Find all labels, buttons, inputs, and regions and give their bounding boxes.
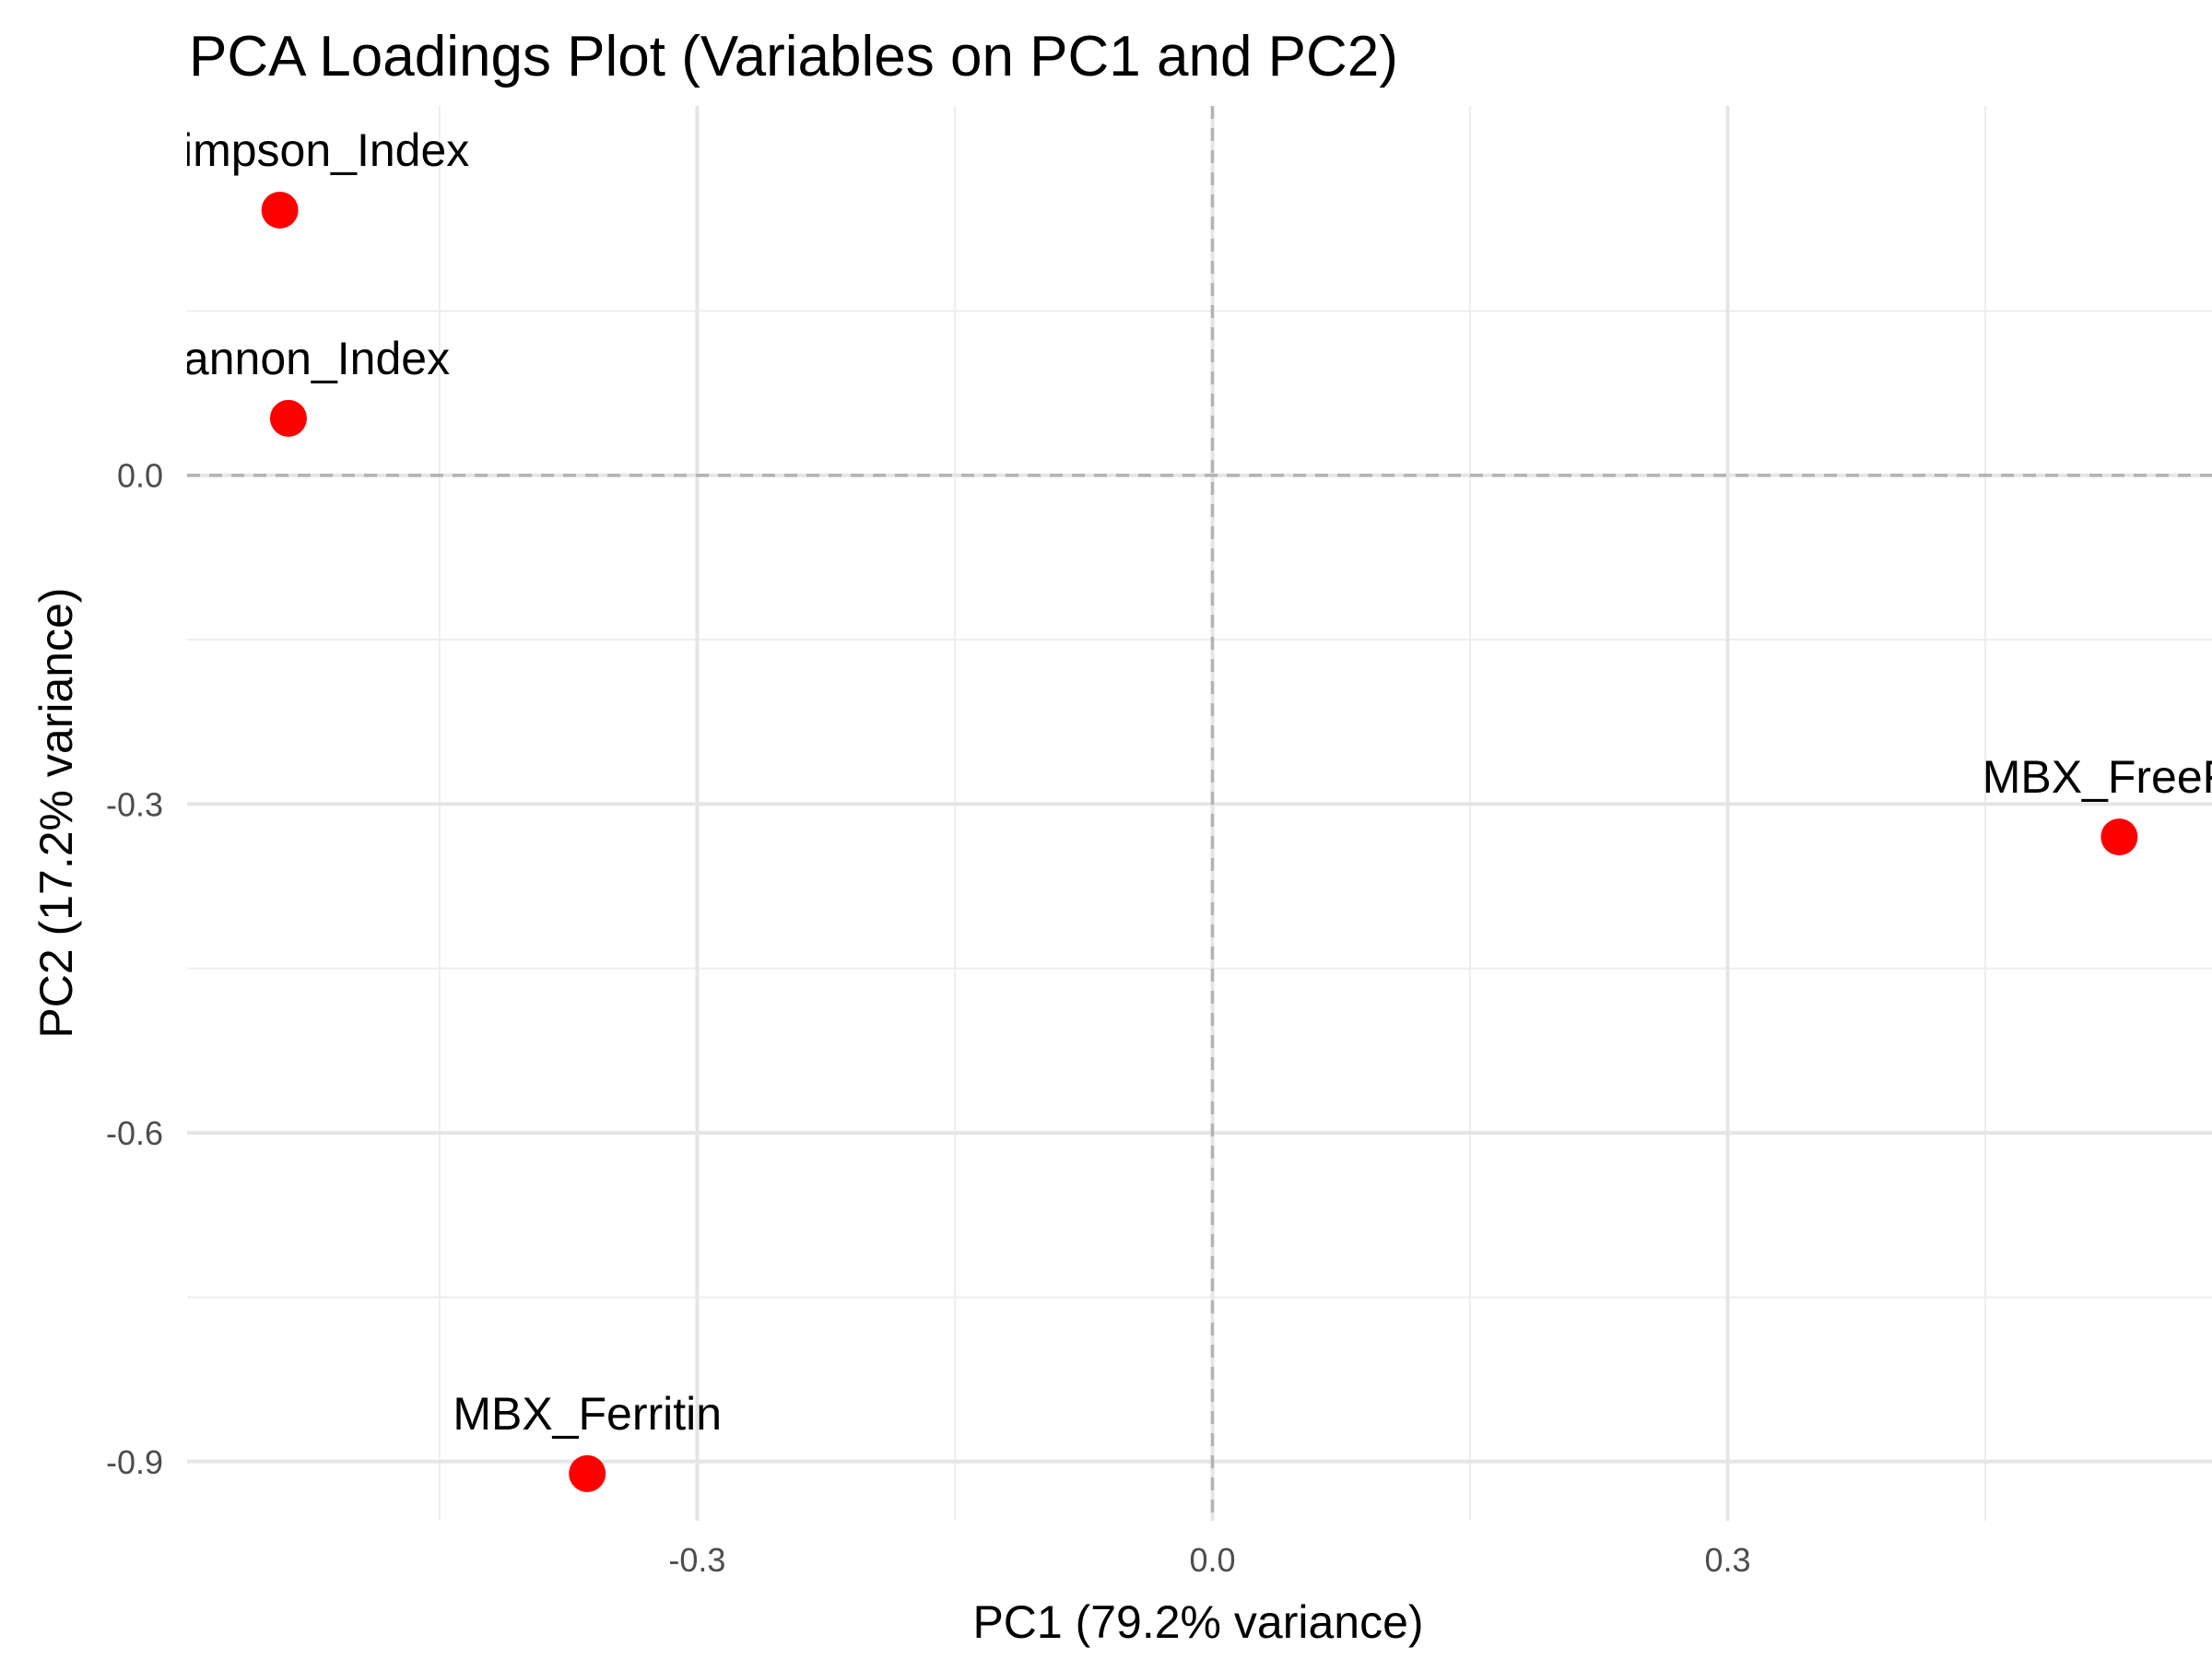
point-label: InvSimpson_Index (90, 124, 469, 176)
point-label: MBX_FreeFe (1983, 751, 2212, 803)
y-tick-label: 0.0 (117, 457, 163, 495)
x-tick-label: 0.3 (1704, 1541, 1750, 1579)
tick-labels: -0.3 0.0 0.3 0.0 -0.3 -0.6 -0.9 (106, 457, 1751, 1579)
point-label: MBX_Ferritin (453, 1388, 722, 1440)
x-tick-label: 0.0 (1189, 1541, 1235, 1579)
point-label: Shannon_Index (127, 333, 450, 384)
chart-title: PCA Loadings Plot (Variables on PC1 and … (189, 25, 1398, 88)
data-points (261, 191, 2138, 1492)
y-tick-label: -0.9 (106, 1443, 163, 1481)
point-labels: InvSimpson_Index Shannon_Index MBX_FreeFe M… (90, 124, 2212, 1440)
y-tick-label: -0.3 (106, 785, 163, 823)
data-point (261, 191, 299, 229)
y-tick-label: -0.6 (106, 1114, 163, 1152)
data-point (269, 399, 307, 437)
x-tick-label: -0.3 (668, 1541, 725, 1579)
data-point (2100, 818, 2138, 856)
minor-gridlines (187, 106, 2212, 1521)
reference-lines (187, 106, 2212, 1521)
major-gridlines (187, 106, 2212, 1521)
y-axis-title: PC2 (17.2% variance) (30, 587, 82, 1038)
x-axis-title: PC1 (79.2% variance) (972, 1596, 1423, 1648)
data-point (569, 1454, 606, 1492)
